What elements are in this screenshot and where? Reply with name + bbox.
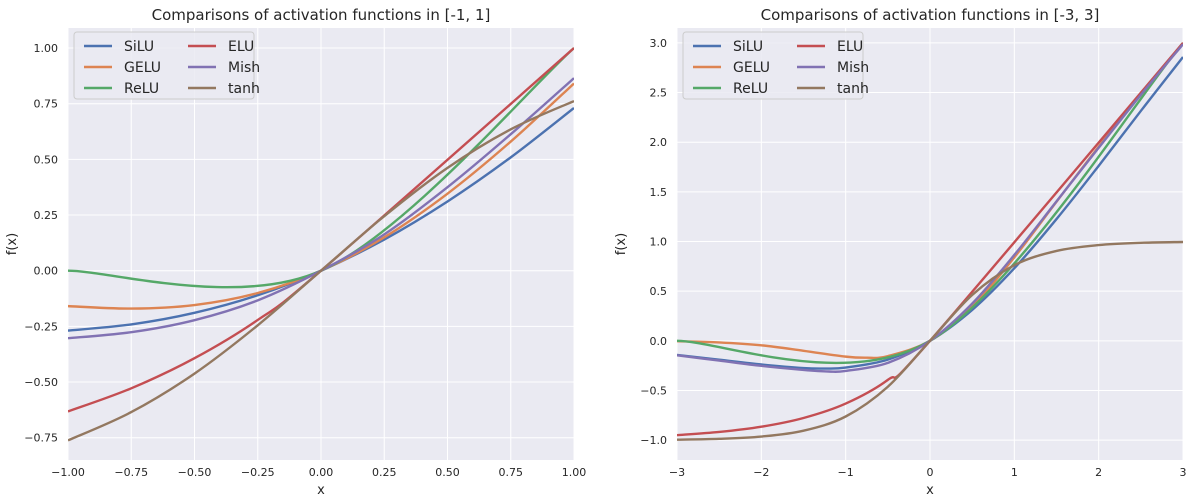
y-tick-label: 0.5 — [650, 285, 668, 298]
series-line-mish — [677, 43, 1183, 374]
y-tick-label: 2.0 — [650, 136, 668, 149]
x-tick-label: 2 — [1095, 466, 1102, 479]
x-tick-label: 0.75 — [499, 466, 524, 479]
legend-box — [682, 31, 864, 100]
y-tick-label: −1.0 — [640, 434, 667, 447]
legend-label: SiLU — [733, 39, 763, 55]
y-tick-label: −0.5 — [640, 384, 667, 397]
legend: SiLU GELU ReLU ELU Mish tanh — [682, 31, 869, 100]
y-tick-label: 3.0 — [650, 37, 668, 50]
x-tick-label: −0.50 — [178, 466, 212, 479]
series-line-elu — [68, 47, 574, 413]
y-tick-label: 0.75 — [34, 98, 59, 111]
y-axis-label: f(x) — [5, 233, 20, 255]
x-tick-label: −0.25 — [241, 466, 275, 479]
x-tick-label: 1 — [1011, 466, 1018, 479]
y-tick-label: 0.0 — [650, 335, 668, 348]
x-axis-label: x — [317, 483, 325, 498]
legend-label: Mish — [837, 60, 869, 76]
y-axis-label: f(x) — [614, 233, 629, 255]
series-line-tanh — [68, 99, 574, 442]
y-tick-label: 1.0 — [650, 236, 668, 249]
legend-label: SiLU — [124, 39, 154, 55]
chart-title: Comparisons of activation functions in [… — [152, 6, 491, 24]
y-tick-label: 1.5 — [650, 186, 668, 199]
legend-label: tanh — [228, 81, 260, 97]
legend-label: GELU — [733, 60, 770, 76]
legend-box — [73, 31, 255, 100]
chart-2: −3 −2 −1 0 1 2 3 −1.0 −0.5 0.0 0.5 1.0 1.5 2.0 2.5 3.0 S… — [614, 6, 1187, 498]
legend-label: ReLU — [124, 81, 159, 97]
x-tick-label: −2 — [753, 466, 769, 479]
legend-label: GELU — [124, 60, 161, 76]
y-tick-label: −0.50 — [24, 376, 58, 389]
legend: SiLU GELU ReLU ELU Mish tanh — [73, 31, 260, 100]
y-tick-label: 0.00 — [34, 265, 59, 278]
y-tick-label: −0.75 — [24, 432, 58, 445]
legend-label: ELU — [837, 39, 863, 55]
x-tick-label: −1.00 — [51, 466, 85, 479]
legend-label: ReLU — [733, 81, 768, 97]
x-axis-label: x — [926, 483, 934, 498]
x-tick-label: 0.25 — [372, 466, 397, 479]
y-tick-label: −0.25 — [24, 320, 58, 333]
x-tick-label: −1 — [838, 466, 854, 479]
y-tick-label: 0.25 — [34, 209, 59, 222]
x-tick-label: 0 — [927, 466, 934, 479]
x-tick-label: −3 — [669, 466, 685, 479]
y-tick-label: 0.50 — [34, 153, 59, 166]
x-tick-label: −0.75 — [114, 466, 148, 479]
chart-1: −1.00 −0.75 −0.50 −0.25 0.00 0.25 0.50 0.75 1.00… — [5, 6, 586, 498]
legend-label: ELU — [228, 39, 254, 55]
x-tick-label: 3 — [1180, 466, 1187, 479]
x-tick-label: 0.00 — [309, 466, 334, 479]
series-line-tanh — [677, 240, 1183, 441]
x-tick-label: 1.00 — [562, 466, 587, 479]
legend-label: tanh — [837, 81, 869, 97]
series-line-elu — [677, 42, 1183, 437]
legend-label: Mish — [228, 60, 260, 76]
x-tick-label: 0.50 — [435, 466, 460, 479]
chart-title: Comparisons of activation functions in [… — [761, 6, 1100, 24]
y-tick-label: 1.00 — [34, 42, 59, 55]
y-tick-label: 2.5 — [650, 87, 668, 100]
